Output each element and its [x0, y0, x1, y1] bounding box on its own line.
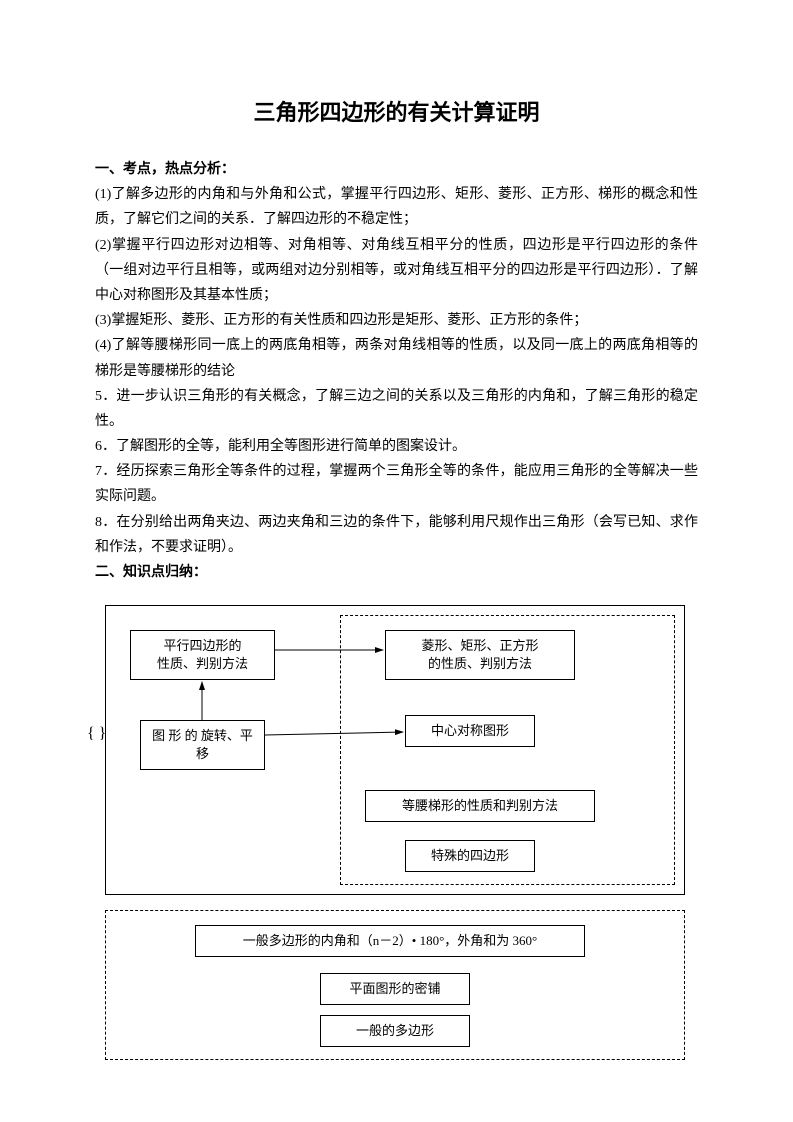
point-4: (4)了解等腰梯形同一底上的两底角相等，两条对角线相等的性质，以及同一底上的两底… — [95, 333, 698, 383]
knowledge-diagram: { } 平行四边形的 性质、判别方法 图 形 的 旋转、平移 菱形、矩形、正方形… — [95, 595, 695, 1095]
node-rotation-translation: 图 形 的 旋转、平移 — [140, 720, 265, 770]
node-parallelogram: 平行四边形的 性质、判别方法 — [130, 630, 275, 680]
node-isosceles-trapezoid: 等腰梯形的性质和判别方法 — [365, 790, 595, 822]
point-7: 7．经历探索三角形全等条件的过程，掌握两个三角形全等的条件，能应用三角形的全等解… — [95, 459, 698, 509]
node-central-symmetry: 中心对称图形 — [405, 715, 535, 747]
brace-symbol: { } — [87, 725, 106, 743]
page-title: 三角形四边形的有关计算证明 — [95, 95, 698, 127]
node-tessellation: 平面图形的密铺 — [320, 973, 470, 1005]
point-2: (2)掌握平行四边形对边相等、对角相等、对角线互相平分的性质，四边形是平行四边形… — [95, 233, 698, 309]
node-general-polygon: 一般的多边形 — [320, 1015, 470, 1047]
point-5: 5．进一步认识三角形的有关概念，了解三边之间的关系以及三角形的内角和，了解三角形… — [95, 384, 698, 434]
point-6: 6．了解图形的全等，能利用全等图形进行简单的图案设计。 — [95, 434, 698, 459]
section-1-heading: 一、考点，热点分析： — [95, 157, 698, 182]
node-polygon-angle-sum: 一般多边形的内角和（n－2）• 180°，外角和为 360° — [195, 925, 585, 957]
section-2-heading: 二、知识点归纳： — [95, 560, 698, 585]
point-3: (3)掌握矩形、菱形、正方形的有关性质和四边形是矩形、菱形、正方形的条件； — [95, 308, 698, 333]
point-1: (1)了解多边形的内角和与外角和公式，掌握平行四边形、矩形、菱形、正方形、梯形的… — [95, 182, 698, 232]
point-8: 8．在分别给出两角夹边、两边夹角和三边的条件下，能够利用尺规作出三角形（会写已知… — [95, 510, 698, 560]
node-special-quadrilateral: 特殊的四边形 — [405, 840, 535, 872]
node-rhombus-rect-square: 菱形、矩形、正方形 的性质、判别方法 — [385, 630, 575, 680]
